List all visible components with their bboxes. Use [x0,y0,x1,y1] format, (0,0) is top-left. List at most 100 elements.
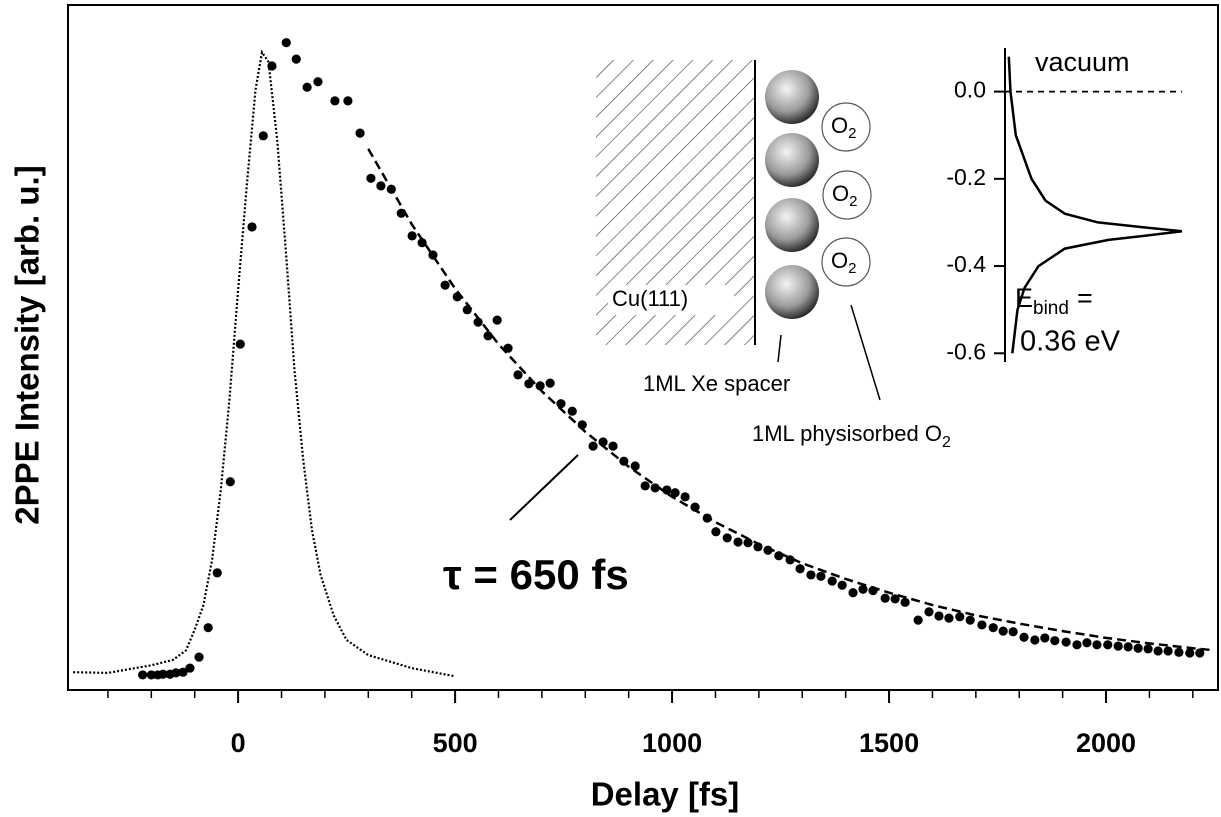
data-point [194,652,204,662]
ebind-label: Ebind = [1015,283,1093,319]
o2-subscript: 2 [848,260,856,277]
spectrum [1007,56,1183,354]
data-point [858,584,868,594]
data-point [138,670,148,680]
x-tick-label: 1000 [642,728,702,758]
data-point [1040,633,1050,643]
data-point [924,607,934,617]
o2-label: O2 [831,113,856,142]
data-point [366,173,376,183]
data-point [440,280,450,290]
data-point [988,623,998,633]
data-point [955,612,965,622]
data-point [608,441,618,451]
tau-label: τ = 650 fs [443,551,629,598]
data-point [355,128,365,138]
data-point [343,96,353,106]
leader-line [509,454,579,521]
data-point [816,571,826,581]
o2-symbol: O [831,248,848,273]
data-point [1061,637,1071,647]
data-point [212,568,222,578]
data-point [1185,648,1195,658]
data-point [417,238,427,248]
x-tick-label: 1500 [859,728,919,758]
data-point [1072,640,1082,650]
data-point [848,588,858,598]
data-point [178,667,188,677]
data-point [376,181,386,191]
data-point [313,77,323,87]
o2-symbol: O [832,181,849,206]
fit-curve [367,148,1215,652]
o2-subscript: 2 [849,193,857,210]
data-point [806,570,816,580]
data-point [171,668,181,678]
x-tick-label: 500 [433,728,478,758]
data-point [944,613,954,623]
leader-line [850,304,881,401]
data-point [1103,640,1113,650]
data-point [1019,632,1029,642]
data-point [281,38,291,48]
data-point [785,555,795,565]
data-point [743,538,753,548]
data-point [913,615,923,625]
data-point [1153,646,1163,656]
ebind-equals: = [1077,283,1093,313]
data-point [900,597,910,607]
data-point [146,670,156,680]
adsorbate-text: 1ML physisorbed O [752,421,942,446]
xe-atom [765,265,819,319]
data-point [291,54,301,64]
o2-symbol: O [831,113,848,138]
data-point [722,533,732,543]
xe-atom [765,198,819,252]
data-point [795,564,805,574]
data-point [680,492,690,502]
o2-label: O2 [831,248,856,277]
data-point [235,339,245,349]
data-point [1050,636,1060,646]
data-point [1113,641,1123,651]
data-point [588,441,598,451]
data-point [524,379,534,389]
data-point [890,594,900,604]
data-point [483,331,493,341]
data-point [330,96,340,106]
data-point [1133,643,1143,653]
vacuum-label: vacuum [1035,47,1130,77]
xe-atom [765,70,819,124]
data-point [711,527,721,537]
xe-atom [765,133,819,187]
data-point [1008,627,1018,637]
adsorbate-label: 1ML physisorbed O2 [752,421,951,451]
x-axis-title: Delay [fs] [591,776,740,813]
spacer-label: 1ML Xe spacer [643,371,790,396]
label-bg [608,285,734,315]
inset-tick-label: -0.4 [946,251,986,277]
o2-subscript: 2 [848,125,856,142]
adsorbate-subscript: 2 [942,434,951,451]
data-point [247,222,257,232]
inset-tick-label: -0.6 [946,338,986,364]
o2-molecule [821,102,871,152]
ebind-subscript: bind [1033,298,1069,319]
data-point [837,580,847,590]
data-point [1143,644,1153,654]
inset-tick-label: 0.0 [954,77,986,103]
data-point [662,485,672,495]
data-point [203,623,213,633]
ebind-value: 0.36 eV [1020,326,1121,358]
plot-frame [67,4,1219,691]
o2-molecule [821,237,871,287]
data-point [1195,648,1205,658]
data-point [158,669,168,679]
data-point [556,399,566,409]
x-tick-label: 0 [231,728,246,758]
data-point [880,593,890,603]
inset-tick-label: -0.2 [946,164,986,190]
data-point [670,488,680,498]
data-point [640,481,650,491]
